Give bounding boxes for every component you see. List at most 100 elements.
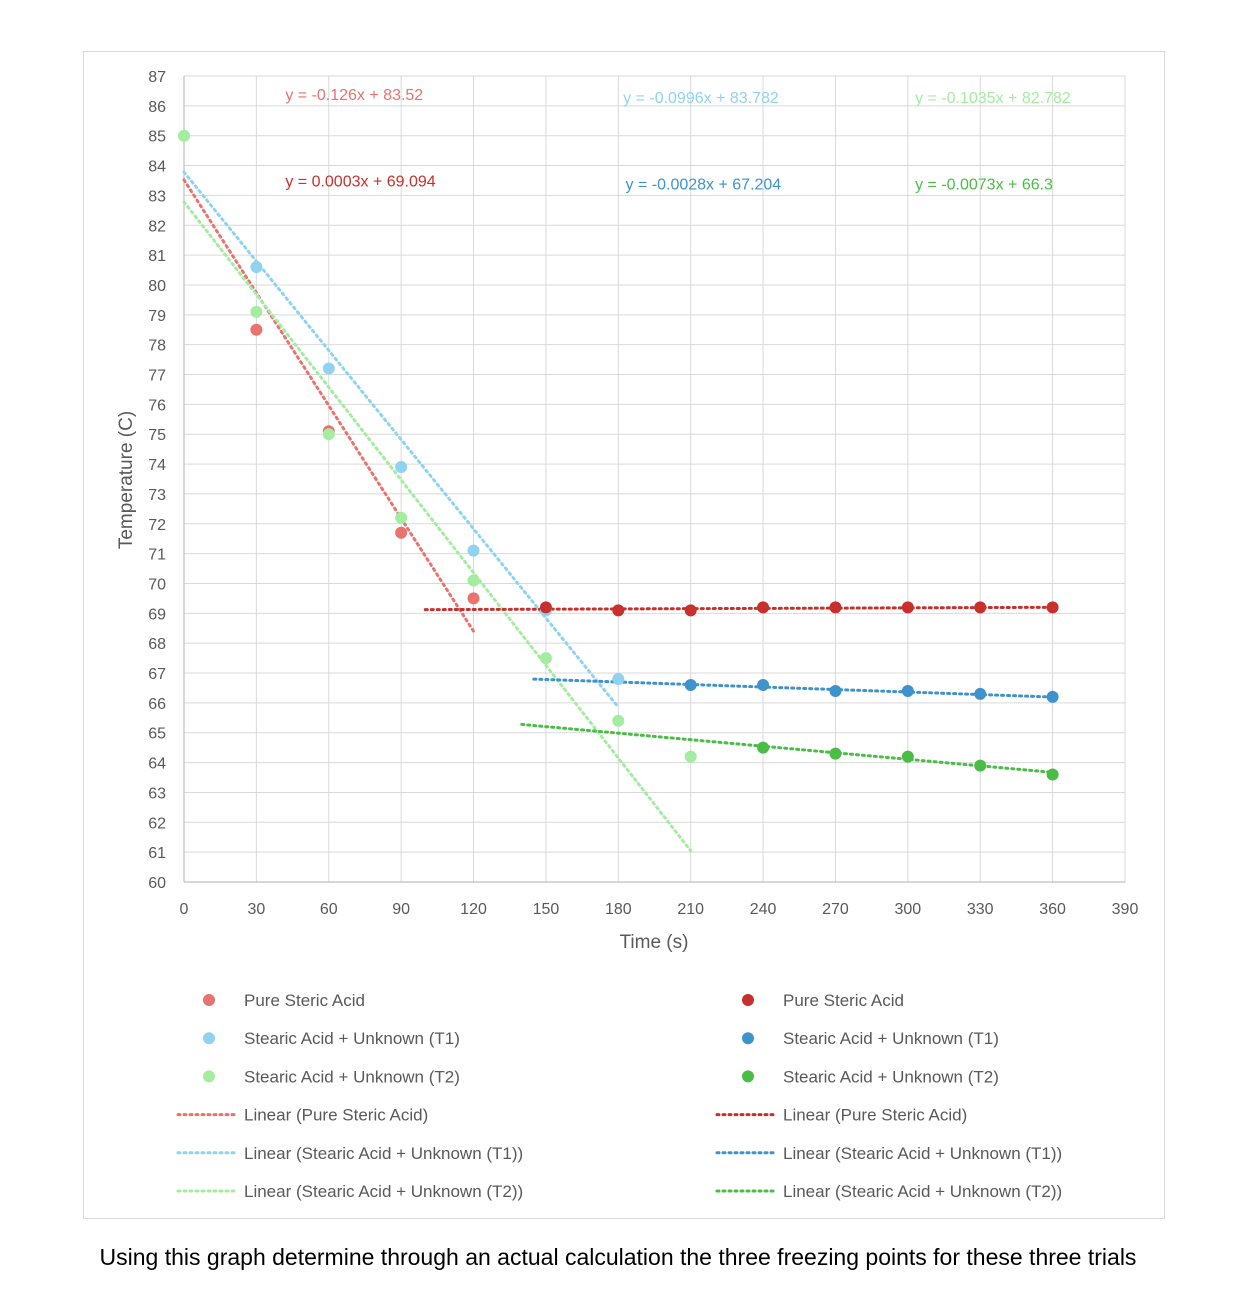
data-point-series-6 [1046,768,1059,781]
legend-entry: Stearic Acid + Unknown (T1) [244,1029,460,1048]
y-tick-label: 85 [148,129,166,146]
data-point-series-5 [829,684,842,697]
data-points [178,129,1059,781]
data-point-series-4 [1046,601,1059,614]
y-tick-label: 69 [148,606,166,623]
data-point-series-4 [829,601,842,614]
legend-marker [742,1032,754,1045]
x-tick-label: 360 [1039,901,1066,918]
y-tick-label: 84 [148,159,166,176]
y-tick-label: 62 [148,815,166,832]
x-axis-title: Time (s) [620,932,689,953]
data-point-series-2 [467,544,480,557]
y-tick-label: 75 [148,427,166,444]
legend-trend-entry: Linear (Stearic Acid + Unknown (T1)) [783,1144,1062,1163]
legend-entry: Stearic Acid + Unknown (T2) [783,1067,999,1086]
y-tick-label: 81 [148,248,166,265]
x-tick-label: 90 [392,901,410,918]
legend-trend-entry: Linear (Stearic Acid + Unknown (T1)) [244,1144,523,1163]
x-tick-label: 60 [320,901,338,918]
y-tick-label: 82 [148,218,166,235]
y-tick-label: 76 [148,397,166,414]
data-point-series-4 [757,601,770,614]
legend-trend-entry: Linear (Stearic Acid + Unknown (T2)) [783,1182,1062,1201]
trendline-equation-2: y = -0.0996x + 83.782 [623,90,779,107]
data-point-series-4 [974,601,987,614]
data-point-series-2 [322,362,335,375]
question-text: Using this graph determine through an ac… [99,1244,1137,1270]
y-tick-label: 87 [148,69,166,86]
trendline-equations: y = -0.126x + 83.52 y = -0.0996x + 83.782… [285,87,1071,194]
legend-trend-entry: Linear (Stearic Acid + Unknown (T2)) [244,1182,523,1201]
y-tick-label: 83 [148,188,166,205]
y-tick-label: 63 [148,785,166,802]
data-point-series-4 [612,604,625,617]
trendline-1 [182,178,476,633]
data-point-series-4 [684,604,697,617]
x-tick-label: 240 [750,901,777,918]
y-tick-label: 73 [148,487,166,504]
x-tick-label: 270 [822,901,849,918]
data-point-series-3 [467,574,480,587]
y-tick-label: 77 [148,368,166,385]
chart-frame [83,51,1165,1219]
y-axis-title: Temperature (C) [116,411,137,549]
x-tick-label: 30 [247,901,265,918]
trendline-4 [423,605,1055,612]
y-tick-label: 65 [148,726,166,743]
legend-trend-entry: Linear (Pure Steric Acid) [783,1106,967,1125]
x-tick-label: 180 [605,901,632,918]
data-point-series-2 [250,261,263,274]
y-tick-label: 78 [148,338,166,355]
temperature-time-chart: 60 61 62 63 64 65 66 67 68 69 70 71 72 73 74 75 76 77 78 79… [116,69,1139,1201]
trendline-6 [520,722,1055,774]
data-point-series-5 [684,678,697,691]
legend-marker [203,994,215,1006]
legend-trend-entry: Linear (Pure Steric Acid) [244,1106,428,1125]
data-point-series-5 [901,684,914,697]
x-tick-label: 300 [894,901,921,918]
data-point-series-6 [757,741,770,754]
data-point-series-3 [395,511,408,524]
trendline-equation-5: y = -0.0028x + 67.204 [626,176,782,193]
data-point-series-3 [684,750,697,763]
x-tick-label: 390 [1112,901,1139,918]
y-tick-label: 72 [148,517,166,534]
trendline-equation-3: y = -0.1035x + 82.782 [915,90,1071,107]
legend-entry: Pure Steric Acid [244,991,365,1010]
y-tick-label: 80 [148,278,166,295]
data-point-series-3 [250,305,263,318]
x-tick-label: 150 [533,901,560,918]
y-tick-label: 71 [148,547,166,564]
data-point-series-4 [539,601,552,614]
trendline-equation-6: y = -0.0073x + 66.3 [915,176,1053,193]
data-point-series-3 [612,714,625,727]
legend-entry: Pure Steric Acid [783,991,904,1010]
data-point-series-3 [178,129,190,142]
legend-marker [742,1070,754,1083]
y-tick-label: 74 [148,457,166,474]
data-point-series-2 [612,673,625,686]
data-point-series-4 [901,601,914,614]
trendline-equation-1: y = -0.126x + 83.52 [285,87,423,104]
data-point-series-3 [322,428,335,441]
data-point-series-5 [974,687,987,700]
y-tick-label: 66 [148,696,166,713]
legend-marker [742,994,754,1006]
gridlines [183,75,1126,883]
x-tick-label: 120 [460,901,487,918]
y-tick-label: 79 [148,308,166,325]
y-tick-label: 86 [148,99,166,116]
x-tick-label: 0 [180,901,189,918]
data-point-series-1 [467,592,480,605]
y-tick-label: 68 [148,636,166,653]
legend-entry: Stearic Acid + Unknown (T1) [783,1029,999,1048]
y-tick-label: 64 [148,756,166,773]
x-tick-label: 210 [677,901,704,918]
trendline-equation-4: y = 0.0003x + 69.094 [285,173,435,190]
data-point-series-5 [757,678,770,691]
legend-marker [203,1070,215,1083]
y-tick-label: 60 [148,875,166,892]
trendline-3 [182,200,693,853]
y-tick-label: 67 [148,666,166,683]
